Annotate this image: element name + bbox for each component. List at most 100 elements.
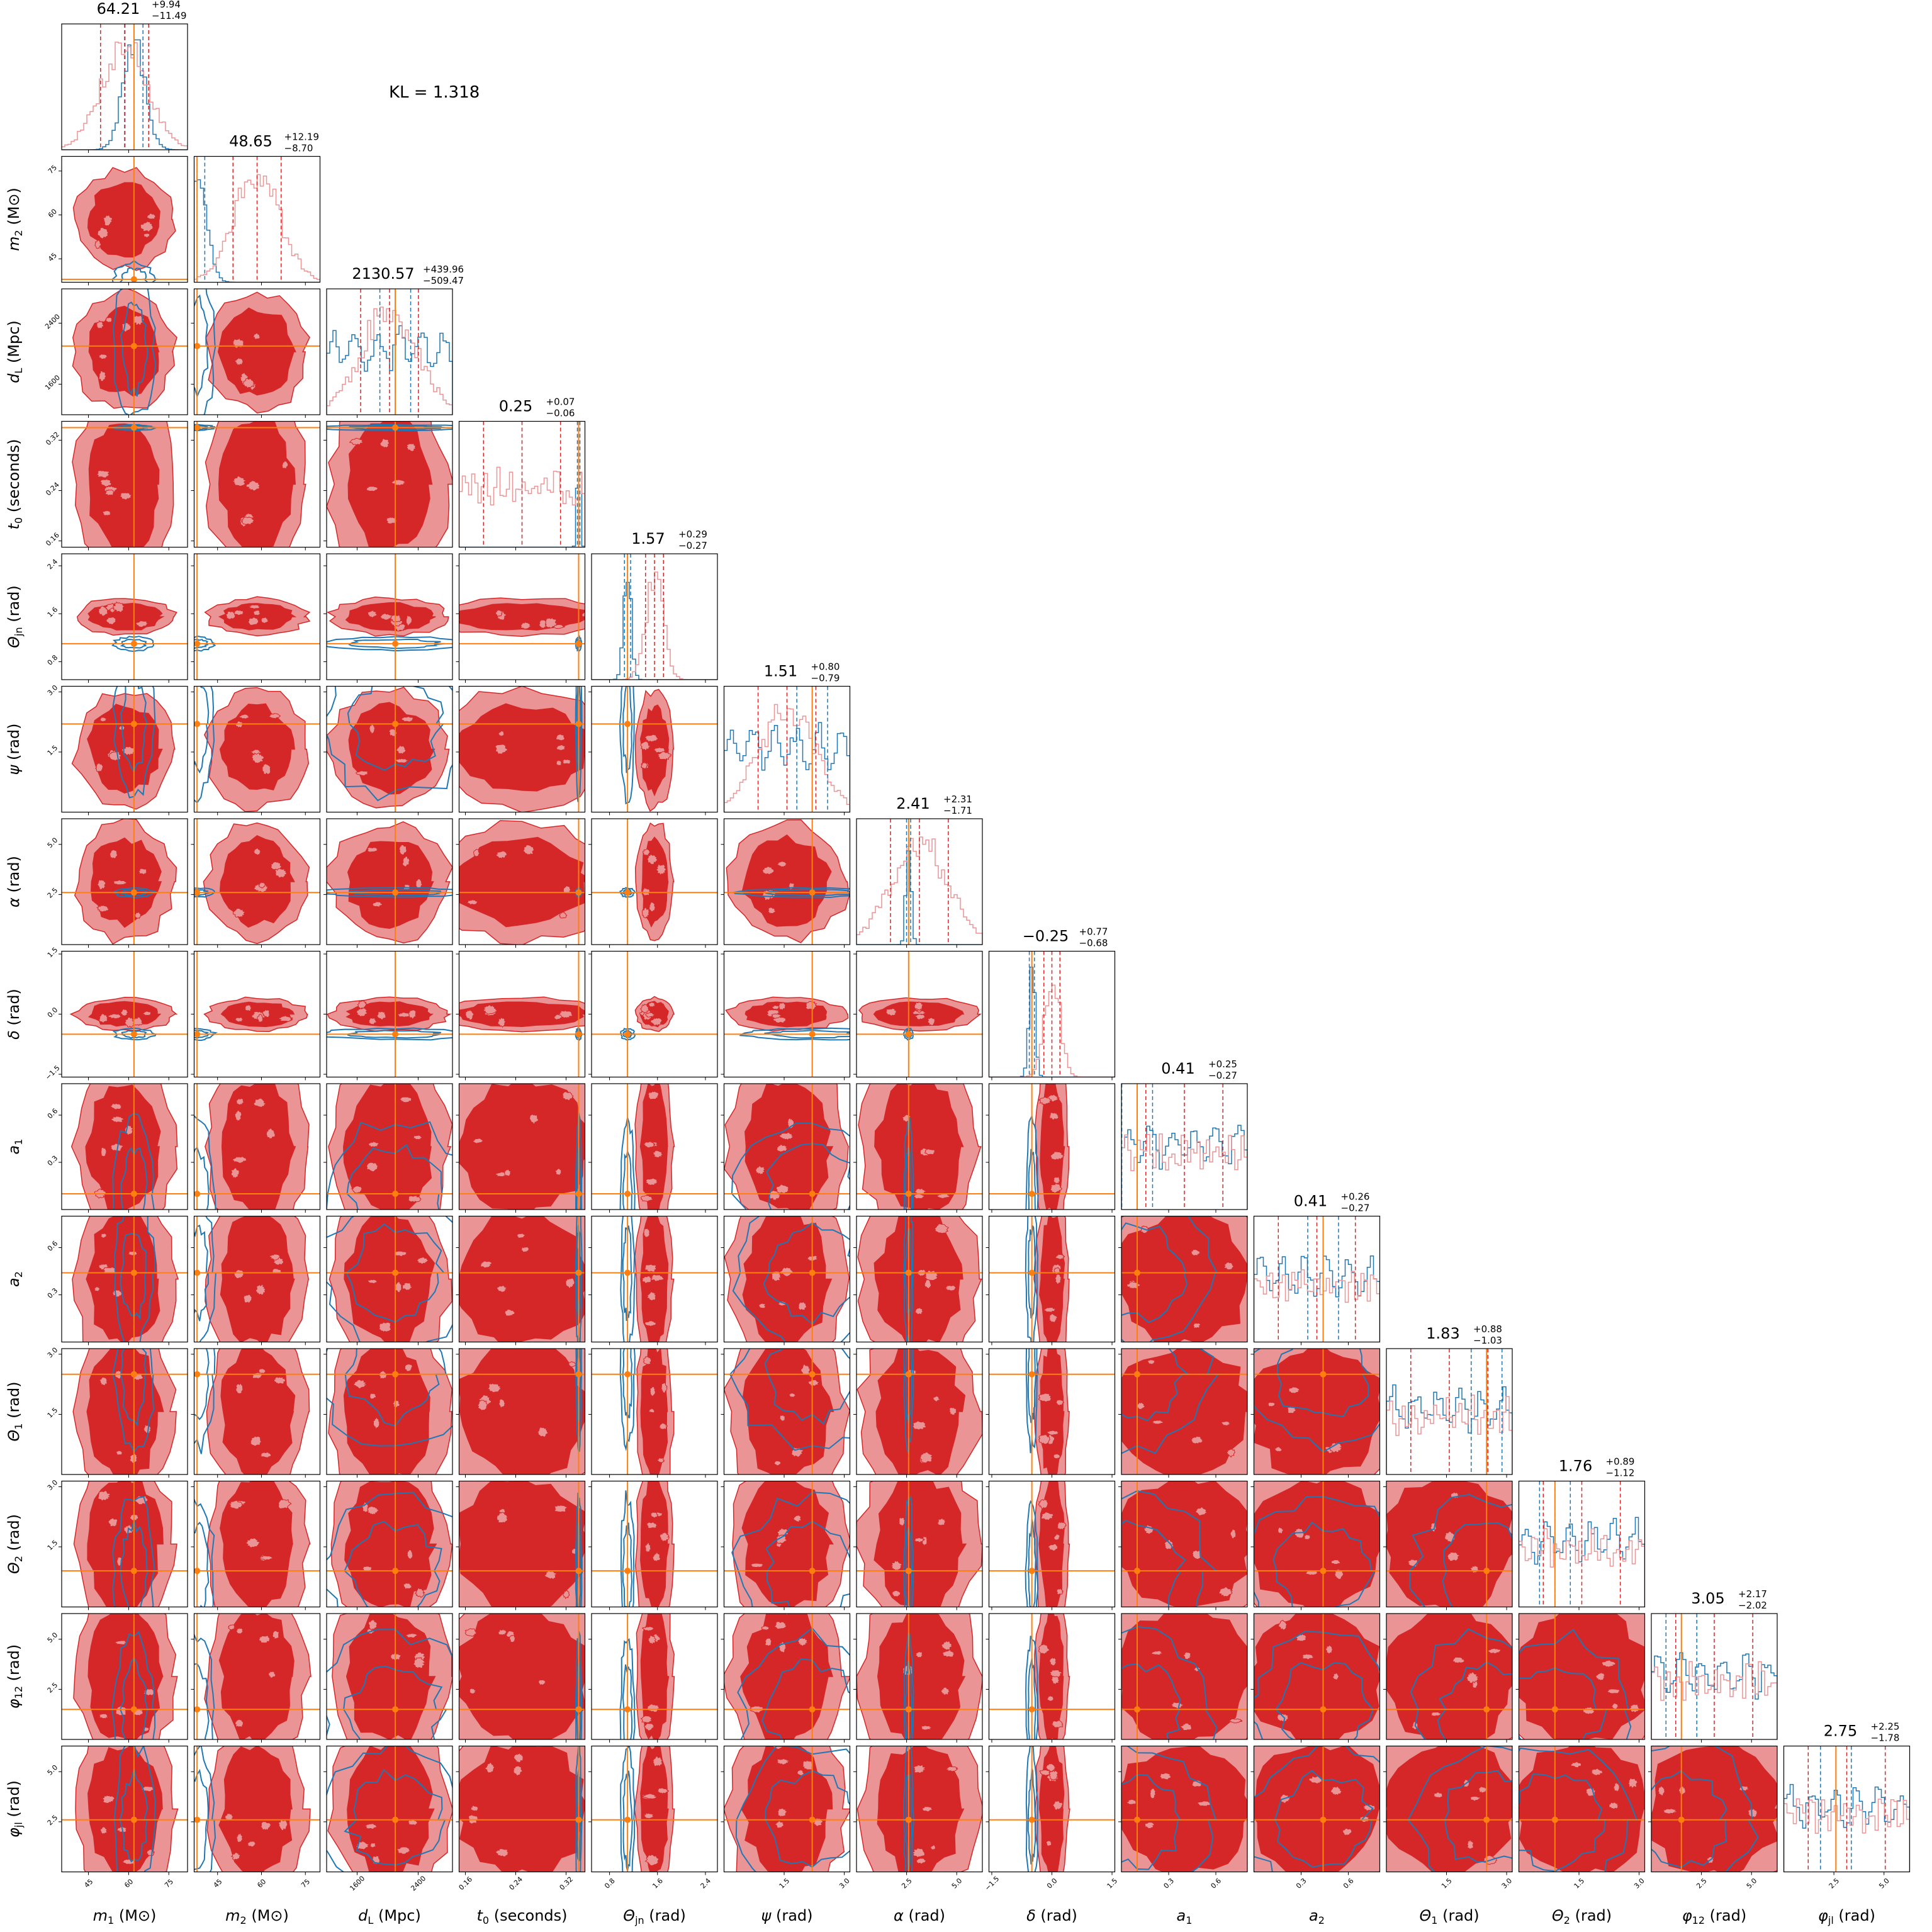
panel-phi12-m1: 2.5 5.0	[46, 1613, 188, 1743]
hist-blue-psi	[724, 722, 850, 812]
contour-hole-theta2-m2-2	[278, 1499, 292, 1510]
panel-frame-10-8	[1121, 1348, 1248, 1475]
contour-inner-phi12-m1	[87, 1614, 164, 1739]
panel-alpha-alpha: 2.41 +2.31−1.71	[856, 794, 983, 948]
contour-hole-phi12-theta1-2	[1451, 1656, 1465, 1664]
xtick-psi-1: 3.0	[838, 1877, 851, 1890]
hist-blue-delta	[989, 967, 1115, 1077]
contour-hole-phi12-t0-5	[468, 1688, 477, 1695]
contour-blue-inner-theta1-m1	[120, 1349, 147, 1427]
contour-hole-psi-m2-5	[262, 763, 271, 775]
panel-theta1-theta1: 1.83 +0.88−1.03	[1386, 1323, 1513, 1478]
contour-inner-alpha-dL	[347, 841, 434, 929]
contour-blue-outer-alpha-dL	[327, 887, 452, 898]
contour-blue-outer-phi12-theta2	[1519, 1629, 1632, 1739]
truth-point-alpha-m2	[194, 889, 201, 896]
panel-a1-a1: 0.41 +0.25−0.27	[1121, 1059, 1248, 1213]
ytick-a1-0: 0.3	[46, 1154, 60, 1168]
panel-theta_jn-m1: 0.8 1.6 2.4	[46, 553, 188, 683]
contour-hole-phijl-m2-3	[236, 1832, 243, 1844]
contour-hole-theta1-psi-0	[773, 1460, 782, 1466]
panel-frame-8-4	[591, 1083, 718, 1210]
ytick-alpha-1: 5.0	[46, 836, 60, 850]
contour-blue-inner-a1-t0	[576, 1145, 581, 1210]
xtick-m2-1: 60	[256, 1877, 267, 1889]
contour-blue-outer-a2-alpha	[903, 1216, 914, 1342]
contour-blue-inner-t0-m2	[194, 425, 209, 430]
contour-hole-delta-m2-4	[257, 1014, 264, 1023]
contour-hole-theta1-m2-0	[257, 1368, 266, 1374]
xtick-theta_jn-2: 2.4	[699, 1877, 713, 1890]
title-minus-phi12: −2.02	[1738, 1600, 1767, 1611]
contour-blue-inner-phi12-a2	[1274, 1662, 1375, 1739]
title-a1: 0.41	[1161, 1060, 1194, 1077]
contour-hole-a2-m2-2	[269, 1254, 281, 1261]
truth-point-a1-m1	[130, 1191, 137, 1197]
panel-alpha-dL	[323, 818, 453, 948]
ytick-theta_jn-0: 0.8	[46, 653, 60, 667]
contour-hole-phi12-a1-2	[1150, 1650, 1164, 1656]
contour-hole-phijl-m1-3	[99, 1826, 108, 1835]
contour-blue-inner-phijl-a1	[1121, 1773, 1181, 1870]
contour-blue-outer-theta2-m1	[112, 1496, 155, 1607]
contour-blue-outer-theta2-a1	[1121, 1490, 1218, 1607]
ylabel-theta_jn: Θjn (rad)	[5, 585, 25, 648]
contour-hole-phi12-m2-3	[235, 1719, 244, 1728]
contour-hole-theta2-a1-0	[1230, 1529, 1237, 1539]
ylabel-a2: a2	[5, 1271, 25, 1287]
contour-hole-a2-t0-1	[504, 1308, 515, 1317]
contour-hole-theta2-delta-1	[1055, 1588, 1064, 1595]
contour-hole-phijl-t0-3	[494, 1848, 510, 1858]
contour-hole-theta2-m1-3	[98, 1490, 111, 1502]
title-minus-m1: −11.49	[152, 10, 187, 21]
title-t0: 0.25	[499, 398, 532, 415]
contour-blue-inner-theta1-alpha	[904, 1349, 913, 1425]
contour-hole-theta1-theta_jn-5	[656, 1457, 665, 1463]
truth-point-phi12-m1	[130, 1706, 137, 1713]
contour-hole-alpha-dL-3	[367, 847, 379, 853]
title-minus-a2: −0.27	[1341, 1203, 1370, 1214]
contour-hole-delta-m1-4	[132, 1016, 144, 1026]
contour-hole-a2-t0-4	[516, 1233, 525, 1239]
title-minus-phijl: −1.78	[1871, 1733, 1900, 1744]
contour-hole-delta-dL-2	[408, 1009, 418, 1019]
contour-hole-phijl-alpha-1	[929, 1845, 937, 1851]
panel-frame-0-0	[61, 23, 188, 150]
truth-point-theta_jn-dL	[392, 640, 399, 647]
xtick-dL-0: 1600	[348, 1874, 366, 1892]
contour-hole-delta-alpha-4	[927, 1017, 936, 1026]
contour-hole-theta1-t0-2	[486, 1383, 502, 1393]
contour-inner-alpha-m2	[219, 835, 295, 928]
contour-hole-theta1-alpha-5	[949, 1407, 957, 1417]
contour-hole-psi-theta_jn-2	[641, 761, 648, 770]
contour-hole-a2-m2-0	[255, 1284, 266, 1296]
xlabel-phijl: φjl (rad)	[1818, 1907, 1875, 1926]
contour-hole-a2-dL-3	[366, 1279, 379, 1284]
contour-hole-phijl-alpha-4	[915, 1858, 927, 1865]
contour-hole-dL-m2-4	[241, 378, 256, 389]
title-plus-m1: +9.94	[152, 0, 181, 10]
contour-blue-outer-theta2-theta_jn	[620, 1490, 635, 1607]
contour-inner-m2-m1	[87, 182, 160, 258]
panel-theta2-delta	[986, 1480, 1116, 1610]
contour-hole-phijl-phi12-3	[1747, 1807, 1758, 1818]
ytick-theta1-1: 3.0	[46, 1346, 60, 1360]
contour-blue-inner-theta1-dL	[344, 1349, 447, 1427]
contour-blue-outer-phi12-a2	[1254, 1631, 1380, 1739]
contour-hole-phi12-theta_jn-4	[643, 1722, 654, 1731]
truth-point-theta2-a2	[1320, 1568, 1327, 1575]
panel-theta1-dL	[323, 1348, 453, 1478]
contour-blue-outer-theta2-alpha	[903, 1495, 914, 1607]
contour-blue-outer-phi12-psi	[737, 1627, 850, 1739]
contour-blue-inner-theta2-theta1	[1442, 1522, 1512, 1607]
panel-frame-13-9	[1253, 1745, 1381, 1873]
panel-theta2-theta2: 1.76 +0.89−1.12	[1518, 1456, 1646, 1610]
contour-hole-phijl-t0-2	[513, 1752, 525, 1763]
panel-frame-10-3	[458, 1348, 586, 1475]
contour-hole-phi12-a2-2	[1300, 1653, 1314, 1660]
panel-psi-m1: 1.5 3.0	[46, 683, 188, 816]
contour-hole-phi12-psi-0	[773, 1621, 787, 1630]
panel-phijl-alpha: 2.5 5.0	[853, 1745, 983, 1890]
title-minus-m2: −8.70	[284, 143, 313, 154]
contour-hole-psi-m1-1	[94, 761, 104, 772]
